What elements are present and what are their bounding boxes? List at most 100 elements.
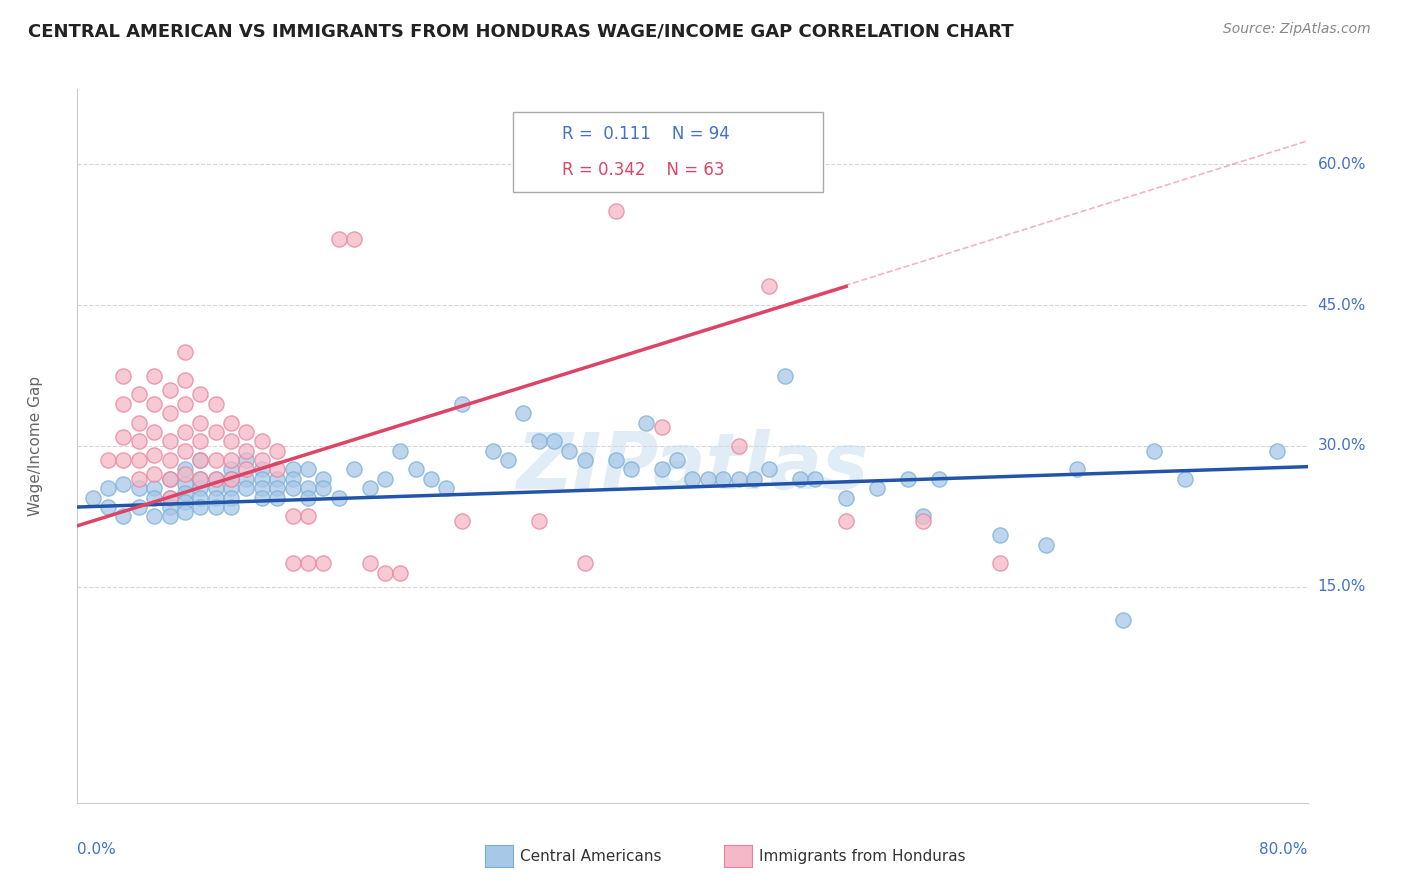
Point	[682, 472, 704, 486]
Point	[281, 472, 304, 486]
Point	[204, 481, 226, 495]
Point	[235, 462, 257, 476]
Point	[82, 491, 104, 505]
Text: Immigrants from Honduras: Immigrants from Honduras	[759, 849, 966, 863]
Point	[912, 509, 935, 524]
Point	[188, 481, 212, 495]
Point	[297, 509, 319, 524]
Point	[389, 443, 412, 458]
Point	[188, 500, 212, 514]
Point	[219, 481, 242, 495]
Text: 0.0%: 0.0%	[77, 842, 117, 857]
Point	[143, 467, 166, 482]
Point	[250, 491, 273, 505]
Point	[188, 472, 212, 486]
Text: 60.0%: 60.0%	[1317, 157, 1365, 172]
Point	[651, 420, 673, 434]
Point	[174, 476, 197, 491]
Point	[235, 472, 257, 486]
Point	[496, 453, 519, 467]
Text: 30.0%: 30.0%	[1317, 439, 1365, 453]
Point	[204, 491, 226, 505]
Point	[174, 505, 197, 519]
Point	[527, 514, 550, 528]
Point	[281, 557, 304, 571]
Point	[188, 491, 212, 505]
Point	[112, 397, 135, 411]
Point	[250, 462, 273, 476]
Point	[605, 453, 627, 467]
Point	[174, 345, 197, 359]
Point	[835, 491, 858, 505]
Text: 15.0%: 15.0%	[1317, 579, 1365, 594]
Point	[188, 416, 212, 430]
Point	[174, 443, 197, 458]
Point	[235, 453, 257, 467]
Text: Source: ZipAtlas.com: Source: ZipAtlas.com	[1223, 22, 1371, 37]
Point	[204, 500, 226, 514]
Point	[112, 509, 135, 524]
Point	[143, 509, 166, 524]
Point	[174, 373, 197, 387]
Text: ZIPatlas: ZIPatlas	[516, 429, 869, 506]
Point	[97, 453, 120, 467]
Point	[789, 472, 811, 486]
Point	[1143, 443, 1166, 458]
Point	[159, 491, 181, 505]
Point	[188, 472, 212, 486]
Point	[250, 472, 273, 486]
Point	[328, 491, 350, 505]
Point	[405, 462, 427, 476]
Point	[574, 453, 596, 467]
Point	[912, 514, 935, 528]
Point	[204, 453, 226, 467]
Point	[758, 279, 780, 293]
Text: CENTRAL AMERICAN VS IMMIGRANTS FROM HONDURAS WAGE/INCOME GAP CORRELATION CHART: CENTRAL AMERICAN VS IMMIGRANTS FROM HOND…	[28, 22, 1014, 40]
Point	[112, 368, 135, 383]
Point	[174, 462, 197, 476]
Point	[266, 443, 288, 458]
Point	[343, 462, 366, 476]
Point	[219, 500, 242, 514]
Point	[605, 204, 627, 219]
Point	[204, 472, 226, 486]
Point	[204, 397, 226, 411]
Text: 45.0%: 45.0%	[1317, 298, 1365, 313]
Point	[988, 557, 1011, 571]
Point	[143, 449, 166, 463]
Point	[297, 481, 319, 495]
Point	[558, 443, 581, 458]
Point	[159, 434, 181, 449]
Point	[250, 434, 273, 449]
Point	[696, 472, 718, 486]
Point	[219, 434, 242, 449]
Point	[219, 462, 242, 476]
Point	[620, 462, 643, 476]
Point	[527, 434, 550, 449]
Point	[128, 481, 150, 495]
Point	[143, 491, 166, 505]
Point	[112, 476, 135, 491]
Point	[742, 472, 765, 486]
Point	[250, 481, 273, 495]
Point	[219, 472, 242, 486]
Point	[359, 557, 381, 571]
Point	[835, 514, 858, 528]
Point	[219, 472, 242, 486]
Point	[897, 472, 920, 486]
Point	[174, 467, 197, 482]
Point	[235, 425, 257, 439]
Point	[128, 434, 150, 449]
Point	[159, 406, 181, 420]
Point	[773, 368, 796, 383]
Point	[188, 453, 212, 467]
Point	[359, 481, 381, 495]
Point	[174, 397, 197, 411]
Point	[112, 429, 135, 443]
Point	[281, 509, 304, 524]
Point	[128, 500, 150, 514]
Text: Central Americans: Central Americans	[520, 849, 662, 863]
Point	[543, 434, 565, 449]
Point	[343, 232, 366, 246]
Point	[297, 462, 319, 476]
